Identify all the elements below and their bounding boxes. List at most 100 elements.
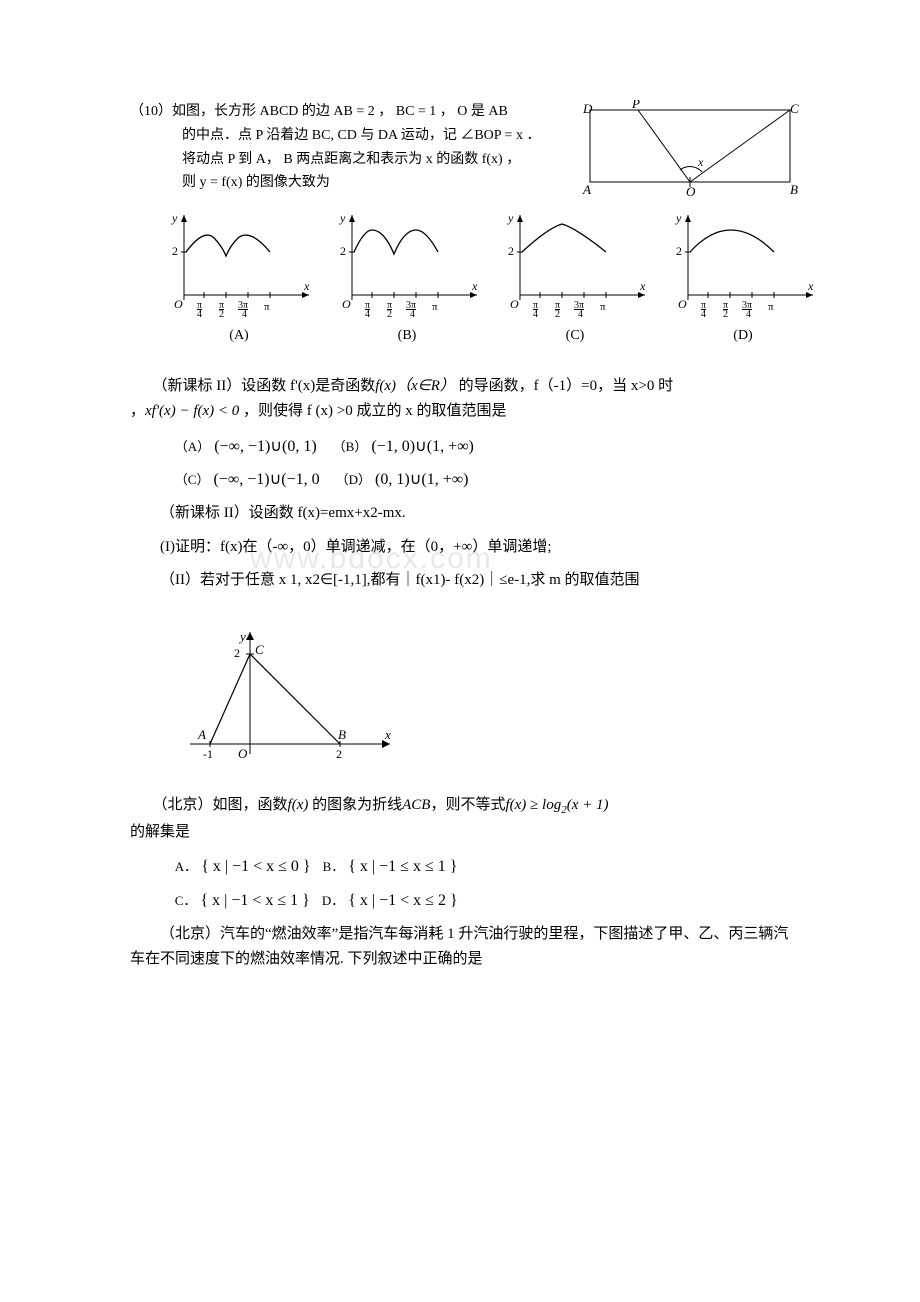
svg-text:2: 2 (219, 309, 224, 320)
option-c-label: (C) (500, 324, 650, 348)
svg-text:π: π (264, 301, 270, 313)
q-bj1-choices-row1: A． { x | −1 < x ≤ 0 } B． { x | −1 ≤ x ≤ … (175, 853, 800, 880)
label-B: B (790, 182, 798, 197)
svg-text:4: 4 (365, 309, 370, 320)
svg-text:2: 2 (508, 244, 514, 258)
q-bj1-a: （北京）如图，函数 (160, 797, 288, 813)
svg-text:2: 2 (555, 309, 560, 320)
svg-text:2: 2 (723, 309, 728, 320)
label-x: x (697, 155, 704, 169)
option-d-label: (D) (668, 324, 818, 348)
label-A: A (582, 182, 591, 197)
svg-text:x: x (384, 727, 391, 742)
label-C: C (790, 101, 799, 116)
bj1-c-lbl: C． (175, 893, 197, 908)
svg-text:O: O (678, 297, 687, 311)
q-bj1-stem: （北京）如图，函数f(x) 的图象为折线ACB，则不等式f(x) ≥ log2(… (130, 793, 800, 845)
svg-text:O: O (510, 297, 519, 311)
q10-block: （10）如图，长方形 ABCD 的边 AB = 2 ， BC = 1 ， O 是… (130, 100, 800, 200)
choice-a-lbl: （A） (175, 439, 210, 454)
q-bj1-c: ，则不等式 (430, 797, 505, 813)
svg-text:x: x (303, 279, 310, 293)
choice-b-lbl: （B） (333, 439, 368, 454)
q-bj1-acb: ACB (402, 797, 430, 813)
option-a-graph: y x O 2 π 4 π 2 3π 4 π (164, 210, 314, 320)
option-b-graph: y x O 2 π 4 π 2 3π 4 π (332, 210, 482, 320)
rectangle-diagram: D C A B O P x (580, 100, 800, 200)
svg-text:O: O (174, 297, 183, 311)
choice-d: (0, 1)∪(1, +∞) (375, 471, 468, 488)
bj1-c: { x | −1 < x ≤ 1 } (200, 892, 309, 909)
bj1-b-lbl: B． (323, 859, 345, 874)
option-a-label: (A) (164, 324, 314, 348)
option-d: y x O 2 π 4 π 2 3π 4 π (D) (668, 210, 818, 348)
label-O: O (686, 184, 696, 199)
option-c-graph: y x O 2 π 4 π 2 3π 4 π (500, 210, 650, 320)
bj1-d: { x | −1 < x ≤ 2 } (348, 892, 457, 909)
q10-line3: 将动点 P 到 A， B 两点距离之和表示为 x 的函数 f(x) ， (130, 148, 570, 172)
bj1-d-lbl: D． (322, 893, 344, 908)
bj1-a-lbl: A． (175, 859, 197, 874)
svg-text:2: 2 (340, 244, 346, 258)
q10-text: （10）如图，长方形 ABCD 的边 AB = 2 ， BC = 1 ， O 是… (130, 100, 570, 195)
choice-d-lbl: （D） (336, 472, 371, 487)
label-P: P (631, 100, 640, 111)
q-deriv-cond: xf'(x) − f(x) < 0 (145, 403, 239, 419)
q10-line2: 的中点．点 P 沿着边 BC, CD 与 DA 运动，记 ∠BOP = x ． (130, 124, 570, 148)
svg-text:4: 4 (197, 309, 202, 320)
svg-text:2: 2 (676, 244, 682, 258)
q-deriv-intro-c: ，则使得 f (x) >0 成立的 x 的取值范围是 (243, 403, 506, 419)
q-bj2: （北京）汽车的“燃油效率”是指汽车每消耗 1 升汽油行驶的里程，下图描述了甲、乙… (130, 922, 800, 973)
svg-text:y: y (171, 211, 178, 225)
q-deriv-fxr: f(x)（x∈R） (375, 378, 455, 394)
svg-text:y: y (675, 211, 682, 225)
svg-text:x: x (639, 279, 646, 293)
svg-text:2: 2 (234, 646, 240, 660)
svg-text:y: y (339, 211, 346, 225)
choice-c: (−∞, −1)∪(−1, 0 (213, 471, 319, 488)
option-c: y x O 2 π 4 π 2 3π 4 π (C) (500, 210, 650, 348)
svg-text:O: O (342, 297, 351, 311)
svg-text:2: 2 (172, 244, 178, 258)
q-deriv-choices-row1: （A） (−∞, −1)∪(0, 1) （B） (−1, 0)∪(1, +∞) (175, 433, 800, 460)
q-deriv-stem: （新课标 II）设函数 f'(x)是奇函数f(x)（x∈R） 的导函数，f（-1… (130, 374, 800, 425)
choice-b: (−1, 0)∪(1, +∞) (371, 438, 473, 455)
q10-line4: 则 y = f(x) 的图像大致为 (130, 171, 570, 195)
option-d-graph: y x O 2 π 4 π 2 3π 4 π (668, 210, 818, 320)
svg-text:C: C (255, 642, 264, 657)
svg-text:4: 4 (578, 309, 583, 320)
triangle-figure: y x C 2 A -1 B 2 O (190, 624, 800, 784)
option-b-label: (B) (332, 324, 482, 348)
watermark-area: www.bdocx.com (I)证明：f(x)在（-∞，0）单调递减，在（0，… (130, 535, 800, 561)
q-deriv-intro-b: 的导函数，f（-1）=0，当 x>0 时 (459, 378, 673, 394)
svg-text:O: O (238, 746, 248, 761)
option-a: y x O 2 π 4 π 2 3π 4 π (A) (164, 210, 314, 348)
svg-text:y: y (238, 629, 246, 644)
svg-text:2: 2 (387, 309, 392, 320)
svg-text:x: x (471, 279, 478, 293)
svg-text:B: B (338, 727, 346, 742)
triangle-svg: y x C 2 A -1 B 2 O (190, 624, 400, 774)
svg-text:A: A (197, 727, 206, 742)
choice-a: (−∞, −1)∪(0, 1) (214, 438, 316, 455)
q-deriv-intro-a: （新课标 II）设函数 f'(x)是奇函数 (160, 378, 375, 394)
q-bj1-b: 的图象为折线 (312, 797, 402, 813)
q10-options: y x O 2 π 4 π 2 3π 4 π (A) (164, 210, 800, 348)
svg-text:π: π (768, 301, 774, 313)
svg-text:2: 2 (336, 747, 342, 761)
bj1-b: { x | −1 ≤ x ≤ 1 } (348, 858, 457, 875)
svg-text:4: 4 (701, 309, 706, 320)
svg-text:-1: -1 (203, 747, 213, 761)
q-bj1-ineq-l: f(x) ≥ log (505, 797, 561, 813)
q-bj1-ineq-r: (x + 1) (567, 797, 609, 813)
page: （10）如图，长方形 ABCD 的边 AB = 2 ， BC = 1 ， O 是… (0, 0, 920, 1041)
q-deriv-choices-row2: （C） (−∞, −1)∪(−1, 0 （D） (0, 1)∪(1, +∞) (175, 466, 800, 493)
svg-text:π: π (600, 301, 606, 313)
q-emx-p1: (I)证明：f(x)在（-∞，0）单调递减，在（0，+∞）单调递增; (130, 535, 800, 561)
option-b: y x O 2 π 4 π 2 3π 4 π (B) (332, 210, 482, 348)
q-emx-stem: （新课标 II）设函数 f(x)=emx+x2-mx. (130, 501, 800, 527)
bj1-a: { x | −1 < x ≤ 0 } (201, 858, 310, 875)
svg-text:4: 4 (410, 309, 415, 320)
svg-text:4: 4 (746, 309, 751, 320)
q10-line1: （10）如图，长方形 ABCD 的边 AB = 2 ， BC = 1 ， O 是… (130, 104, 508, 119)
